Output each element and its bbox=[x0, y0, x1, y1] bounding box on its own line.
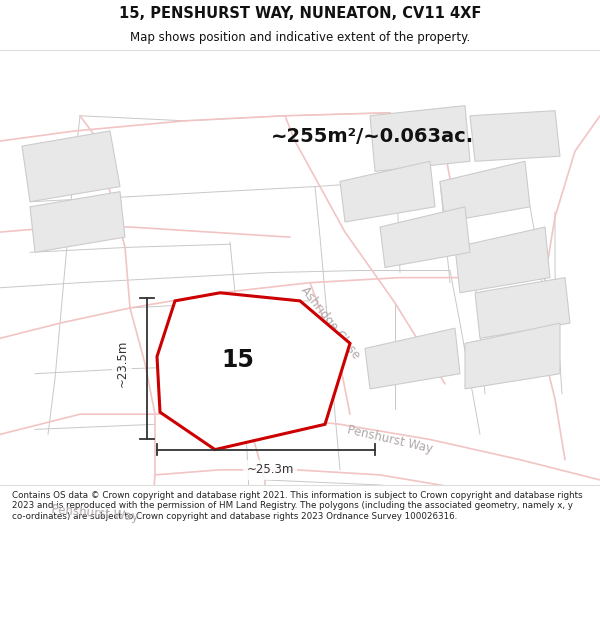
Polygon shape bbox=[22, 131, 120, 202]
Polygon shape bbox=[370, 106, 470, 171]
Polygon shape bbox=[157, 292, 350, 449]
Polygon shape bbox=[465, 323, 560, 389]
Text: ~255m²/~0.063ac.: ~255m²/~0.063ac. bbox=[271, 127, 473, 146]
Polygon shape bbox=[440, 161, 530, 222]
Text: Contains OS data © Crown copyright and database right 2021. This information is : Contains OS data © Crown copyright and d… bbox=[12, 491, 583, 521]
Text: Map shows position and indicative extent of the property.: Map shows position and indicative extent… bbox=[130, 31, 470, 44]
Text: ~23.5m: ~23.5m bbox=[115, 340, 128, 388]
Polygon shape bbox=[455, 227, 550, 292]
Text: Penshurst Way: Penshurst Way bbox=[51, 503, 139, 524]
Polygon shape bbox=[340, 161, 435, 222]
Text: 15: 15 bbox=[221, 348, 254, 372]
Text: ~25.3m: ~25.3m bbox=[247, 463, 293, 476]
Polygon shape bbox=[365, 328, 460, 389]
Text: Penshurst Way: Penshurst Way bbox=[346, 423, 434, 456]
Polygon shape bbox=[380, 207, 470, 268]
Polygon shape bbox=[470, 111, 560, 161]
Polygon shape bbox=[475, 278, 570, 338]
Text: 15, PENSHURST WAY, NUNEATON, CV11 4XF: 15, PENSHURST WAY, NUNEATON, CV11 4XF bbox=[119, 6, 481, 21]
Polygon shape bbox=[30, 192, 125, 253]
Text: Ashridge Close: Ashridge Close bbox=[298, 284, 362, 362]
